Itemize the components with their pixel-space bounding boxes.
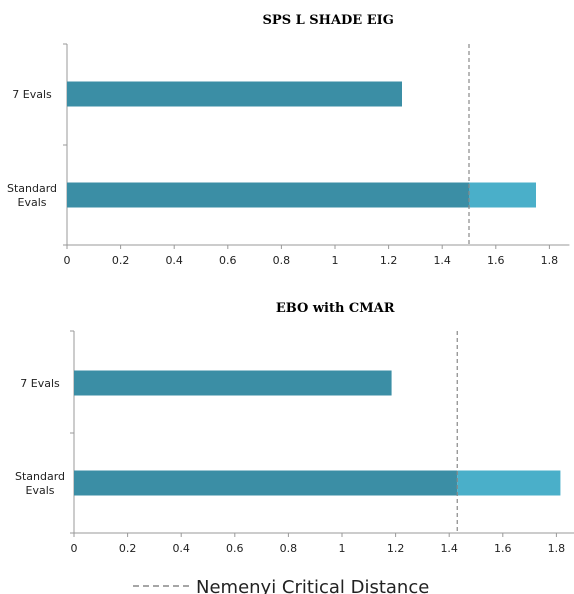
x-tick-label: 1.8 (541, 254, 559, 267)
category-label: 7 Evals (20, 377, 60, 390)
chart-sps-l-shade-eig: SPS L SHADE EIG 0 0.2 0.4 0.6 0.8 1 1.2 1.4 1.6 1.… (7, 13, 570, 267)
x-tick-label: 1 (332, 254, 339, 267)
x-tick-label: 1 (339, 542, 346, 555)
x-tick-label: 0 (71, 542, 78, 555)
x-tick-label: 1.2 (380, 254, 398, 267)
bar-1-above-cd (469, 182, 536, 208)
chart-ebo-with-cmar: EBO with CMAR 0 0.2 0.4 0.6 0.8 1 1.2 1.4 1.6 1.8 7… (15, 301, 574, 555)
x-tick-label: 0.2 (119, 542, 137, 555)
x-tick-label: 1.4 (440, 542, 458, 555)
legend: Nemenyi Critical Distance (133, 577, 429, 594)
x-tick-label: 1.6 (487, 254, 505, 267)
x-tick-label: 1.2 (387, 542, 405, 555)
category-label: Standard Evals (15, 470, 65, 497)
x-tick-label: 0.2 (112, 254, 130, 267)
category-label: Standard Evals (7, 182, 57, 209)
x-tick-label: 0.8 (273, 254, 291, 267)
x-tick-label: 0.6 (219, 254, 237, 267)
bar-0-main (74, 370, 392, 396)
bar-1-main (74, 470, 458, 496)
x-tick-label: 0 (64, 254, 71, 267)
x-tick-label: 0.8 (280, 542, 298, 555)
chart-title: EBO with CMAR (276, 301, 395, 316)
x-tick-label: 0.4 (165, 254, 183, 267)
x-tick-label: 1.4 (433, 254, 451, 267)
x-tick-label: 0.4 (172, 542, 190, 555)
chart-title: SPS L SHADE EIG (263, 13, 394, 28)
x-tick-label: 1.8 (548, 542, 566, 555)
x-tick-label: 0.6 (226, 542, 244, 555)
legend-label: Nemenyi Critical Distance (196, 577, 429, 594)
bar-1-main (67, 182, 469, 208)
bar-0-main (67, 81, 402, 107)
bar-1-above-cd (457, 470, 561, 496)
category-label: 7 Evals (12, 88, 52, 101)
x-tick-label: 1.6 (494, 542, 512, 555)
